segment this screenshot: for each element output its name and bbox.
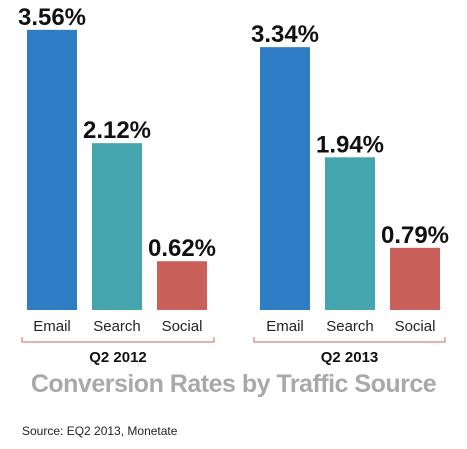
bar-email-1 bbox=[260, 47, 310, 310]
bar-social-0 bbox=[157, 261, 207, 310]
bar-social-1 bbox=[390, 247, 440, 310]
value-label-search-1: 1.94% bbox=[316, 131, 384, 158]
value-label-email-1: 3.34% bbox=[251, 21, 319, 48]
source-note: Source: EQ2 2013, Monetate bbox=[22, 424, 178, 438]
group-label-0: Q2 2012 bbox=[89, 349, 147, 365]
category-label-search-1: Search bbox=[326, 318, 374, 335]
category-label-search-0: Search bbox=[93, 318, 141, 335]
group-bracket-1 bbox=[253, 337, 446, 343]
category-label-email-0: Email bbox=[33, 318, 71, 335]
group-label-1: Q2 2013 bbox=[321, 349, 379, 365]
conversion-rate-chart: 3.56% Email 2.12% Search 0.62% Social Q2 2012 3… bbox=[18, 4, 449, 365]
category-label-email-1: Email bbox=[266, 318, 304, 335]
value-label-social-0: 0.62% bbox=[148, 235, 216, 262]
category-label-social-1: Social bbox=[395, 318, 436, 335]
bar-search-0 bbox=[92, 143, 142, 310]
category-label-social-0: Social bbox=[162, 318, 203, 335]
chart-title: Conversion Rates by Traffic Source bbox=[30, 370, 437, 398]
value-label-search-0: 2.12% bbox=[83, 117, 151, 144]
bar-email-0 bbox=[27, 29, 77, 310]
group-bracket-0 bbox=[21, 337, 215, 343]
bar-search-1 bbox=[325, 157, 375, 310]
value-label-email-0: 3.56% bbox=[18, 4, 86, 31]
value-label-social-1: 0.79% bbox=[381, 222, 449, 249]
